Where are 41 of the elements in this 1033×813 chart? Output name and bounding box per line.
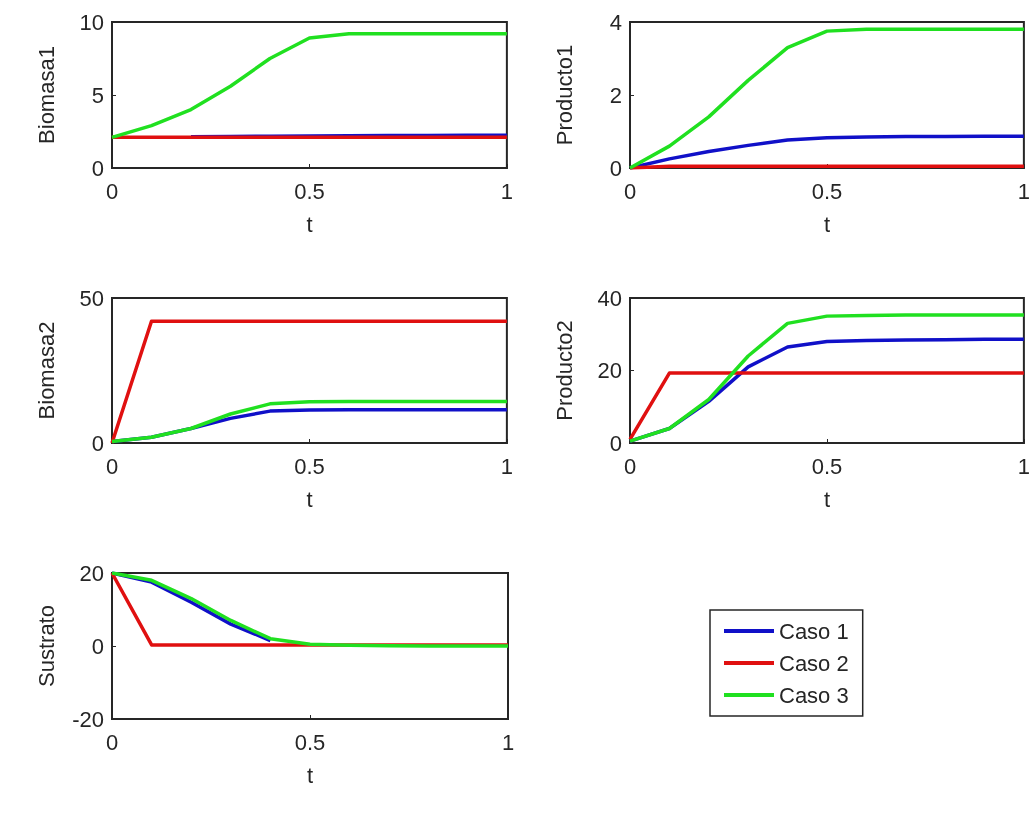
x-axis-title: t bbox=[306, 486, 313, 512]
line-series bbox=[628, 313, 1026, 443]
y-tick-label: 0 bbox=[609, 430, 622, 456]
legend-label: Caso 3 bbox=[779, 682, 849, 708]
x-axis-title: t bbox=[823, 486, 830, 512]
y-tick-label: 10 bbox=[79, 9, 104, 35]
x-axis-title: t bbox=[823, 211, 830, 237]
y-axis-title: Producto1 bbox=[551, 44, 577, 146]
y-tick-label: 5 bbox=[91, 82, 104, 108]
y-tick-label: 0 bbox=[609, 155, 622, 181]
y-axis-title: Biomasa2 bbox=[33, 321, 59, 420]
x-tick-label: 0.5 bbox=[294, 729, 326, 755]
y-tick-label: 2 bbox=[609, 82, 622, 108]
x-tick-label: 1 bbox=[1017, 453, 1031, 479]
y-axis-title: Sustrato bbox=[33, 605, 59, 687]
y-tick-label: 40 bbox=[597, 285, 622, 311]
y-axis-title: Biomasa1 bbox=[33, 46, 59, 144]
legend-label: Caso 1 bbox=[779, 618, 849, 644]
x-axis-title: t bbox=[306, 211, 313, 237]
x-axis-title: t bbox=[306, 762, 314, 788]
y-tick-label: 0 bbox=[91, 430, 104, 456]
y-tick-label: 20 bbox=[79, 560, 104, 586]
x-tick-label: 0.5 bbox=[811, 178, 843, 204]
x-tick-label: 1 bbox=[1017, 178, 1031, 204]
line-series bbox=[110, 399, 509, 444]
y-tick-label: 50 bbox=[79, 285, 104, 311]
line-series bbox=[110, 31, 509, 140]
y-tick-label: 0 bbox=[91, 633, 104, 659]
y-tick-label: -20 bbox=[72, 706, 104, 732]
line-series bbox=[628, 27, 1026, 170]
x-tick-label: 0.5 bbox=[811, 453, 843, 479]
y-tick-label: 4 bbox=[609, 9, 622, 35]
legend-label: Caso 2 bbox=[779, 650, 849, 676]
x-tick-label: 1 bbox=[500, 178, 514, 204]
x-tick-label: 0.5 bbox=[294, 453, 325, 479]
x-tick-label: 0.5 bbox=[294, 178, 325, 204]
y-axis-title: Producto2 bbox=[551, 320, 577, 421]
y-tick-label: 20 bbox=[597, 358, 622, 383]
x-tick-label: 1 bbox=[501, 729, 515, 755]
y-tick-label: 0 bbox=[91, 155, 104, 181]
x-tick-label: 1 bbox=[500, 453, 514, 479]
